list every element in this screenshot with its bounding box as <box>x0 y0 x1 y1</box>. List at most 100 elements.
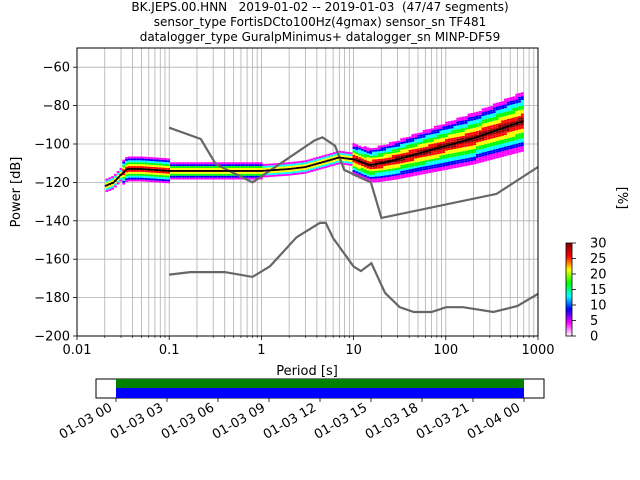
heatmap-cell <box>324 158 328 161</box>
heatmap-cell <box>436 152 440 155</box>
heatmap-cell <box>139 164 142 167</box>
heatmap-cell <box>144 162 148 165</box>
heatmap-cell <box>417 136 420 139</box>
heatmap-cell <box>445 140 448 143</box>
heatmap-cell <box>504 108 507 111</box>
heatmap-cell <box>470 157 474 160</box>
heatmap-cell <box>156 180 159 183</box>
heatmap-cell <box>178 171 182 174</box>
heatmap-cell <box>265 165 269 168</box>
heatmap-cell <box>439 149 443 152</box>
heatmap-cell <box>492 134 496 137</box>
heatmap-cell <box>156 161 159 164</box>
heatmap-cell <box>450 161 454 163</box>
heatmap-cell <box>352 143 356 146</box>
heatmap-cell <box>436 127 440 130</box>
heatmap-cell <box>307 168 311 171</box>
heatmap-cell <box>501 114 505 117</box>
heatmap-cell <box>473 160 477 163</box>
heatmap-cell <box>431 164 434 167</box>
heatmap-cell <box>279 164 283 167</box>
heatmap-cell <box>316 156 319 159</box>
heatmap-cell <box>520 128 524 131</box>
heatmap-cell <box>133 171 137 174</box>
heatmap-cell <box>498 134 502 137</box>
heatmap-cell <box>321 164 325 167</box>
heatmap-cell <box>344 163 347 165</box>
heatmap-cell <box>498 132 502 135</box>
heatmap-cell <box>520 130 524 133</box>
heatmap-cell <box>419 136 423 139</box>
heatmap-cell <box>487 150 491 153</box>
heatmap-cell <box>506 128 510 131</box>
heatmap-cell <box>439 142 443 144</box>
heatmap-cell <box>164 179 168 182</box>
heatmap-cell <box>445 165 448 168</box>
y-tick-label: −100 <box>34 138 70 153</box>
plot-frame <box>76 47 539 337</box>
heatmap-cell <box>490 115 493 118</box>
heatmap-cell <box>130 166 134 168</box>
heatmap-cell <box>321 157 325 160</box>
heatmap-cell <box>164 158 168 161</box>
heatmap-cell <box>212 168 215 170</box>
heatmap-cell <box>518 119 521 122</box>
heatmap-cell <box>254 171 258 174</box>
heatmap-cell <box>248 177 252 180</box>
heatmap-cell <box>237 166 241 168</box>
heatmap-cell <box>456 131 460 134</box>
heatmap-cell <box>192 166 196 168</box>
heatmap-cell <box>388 174 392 177</box>
heatmap-cell <box>130 177 134 180</box>
heatmap-cell <box>403 147 406 150</box>
heatmap-cell <box>504 142 507 145</box>
heatmap-cell <box>417 148 420 151</box>
heatmap-cell <box>231 166 235 168</box>
heatmap-cell <box>459 155 462 158</box>
heatmap-cell <box>388 142 392 144</box>
timeline-tick-label: 01-04 00 <box>465 400 523 442</box>
heatmap-cell <box>358 162 361 165</box>
heatmap-cell <box>520 136 524 139</box>
heatmap-cell <box>436 156 440 158</box>
heatmap-cell <box>133 164 137 167</box>
heatmap-cell <box>439 157 443 160</box>
heatmap-cell <box>178 164 182 167</box>
heatmap-cell <box>518 117 521 120</box>
heatmap-cell <box>453 154 457 157</box>
heatmap-cell <box>439 126 443 129</box>
heatmap-cell <box>431 130 434 133</box>
heatmap-cell <box>310 160 314 163</box>
heatmap-cell <box>220 173 224 176</box>
heatmap-cell <box>442 143 446 146</box>
heatmap-cell <box>139 177 142 180</box>
heatmap-cell <box>501 130 505 132</box>
heatmap-cell <box>388 167 392 169</box>
heatmap-cell <box>366 170 370 173</box>
heatmap-cell <box>467 130 471 133</box>
heatmap-cell <box>447 151 451 154</box>
heatmap-cell <box>212 177 215 180</box>
heatmap-cell <box>282 166 286 169</box>
heatmap-cell <box>383 173 387 176</box>
heatmap-cell <box>520 109 524 112</box>
heatmap-cell <box>450 149 454 152</box>
heatmap-cell <box>394 168 398 170</box>
heatmap-cell <box>200 177 204 180</box>
heatmap-cell <box>366 168 370 171</box>
heatmap-cell <box>425 133 429 136</box>
heatmap-cell <box>506 122 510 125</box>
heatmap-cell <box>487 122 491 125</box>
heatmap-cell <box>257 171 260 174</box>
heatmap-cell <box>394 175 398 178</box>
heatmap-cell <box>377 178 381 181</box>
heatmap-cell <box>116 174 120 177</box>
heatmap-cell <box>428 151 432 154</box>
heatmap-cell <box>520 146 524 148</box>
heatmap-cell <box>512 144 516 147</box>
heatmap-cell <box>178 175 182 178</box>
heatmap-cell <box>414 150 418 153</box>
heatmap-cell <box>144 164 148 167</box>
heatmap-cell <box>467 142 471 145</box>
heatmap-cell <box>161 165 165 168</box>
